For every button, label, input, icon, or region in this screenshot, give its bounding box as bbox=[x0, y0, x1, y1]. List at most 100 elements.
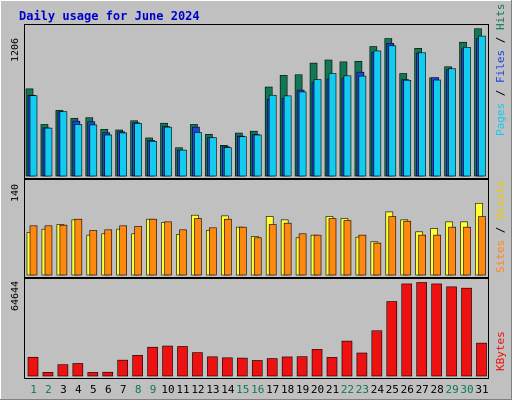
sites-bar bbox=[29, 225, 38, 276]
pages-bar bbox=[149, 141, 157, 177]
legend-files: Files bbox=[494, 50, 507, 83]
sites-bar bbox=[343, 220, 352, 276]
kbytes-bar bbox=[356, 352, 368, 377]
x-tick-label: 31 bbox=[475, 383, 488, 396]
x-tick-label: 16 bbox=[251, 383, 264, 396]
pages-bar bbox=[224, 147, 232, 177]
x-tick-label: 18 bbox=[281, 383, 294, 396]
x-tick-label: 7 bbox=[120, 383, 127, 396]
pages-bar bbox=[313, 79, 322, 177]
y-max-label-visits: 140 bbox=[10, 184, 21, 202]
kbytes-bar bbox=[251, 360, 263, 377]
kbytes-bar bbox=[401, 283, 413, 377]
kbytes-bar bbox=[281, 356, 293, 377]
kbytes-bar bbox=[461, 287, 472, 377]
sites-bar bbox=[253, 237, 262, 276]
legend-pages: Pages bbox=[494, 103, 507, 136]
pages-bar bbox=[358, 75, 367, 177]
x-tick-label: 12 bbox=[191, 383, 204, 396]
pages-bar bbox=[29, 95, 38, 177]
kbytes-bar bbox=[311, 349, 323, 377]
sites-bar bbox=[224, 218, 232, 276]
x-tick-label: 30 bbox=[460, 383, 473, 396]
sites-bar bbox=[209, 227, 217, 276]
pages-bar bbox=[388, 45, 397, 177]
pages-bar bbox=[448, 68, 456, 177]
sites-bar bbox=[283, 222, 292, 276]
x-tick-label: 3 bbox=[60, 383, 67, 396]
sites-bar bbox=[74, 218, 83, 276]
sites-bar bbox=[388, 216, 397, 276]
kbytes-panel-bars bbox=[27, 282, 487, 377]
kbytes-bar bbox=[72, 363, 84, 377]
pages-bar bbox=[44, 127, 53, 177]
x-tick-label: 2 bbox=[45, 383, 52, 396]
sites-bar bbox=[194, 218, 202, 276]
hits-panel-bars bbox=[25, 28, 486, 177]
legend-hits-panel: Pages / Files / Hits bbox=[494, 4, 507, 137]
pages-bar bbox=[119, 132, 127, 177]
pages-bar bbox=[194, 132, 202, 177]
x-tick-label: 27 bbox=[416, 383, 429, 396]
kbytes-bar bbox=[57, 364, 69, 377]
kbytes-bar bbox=[386, 301, 398, 377]
x-tick-label: 25 bbox=[386, 383, 399, 396]
legend-kbytes-panel: KBytes bbox=[494, 331, 507, 371]
legend-sites: Sites bbox=[494, 240, 507, 273]
sites-bar bbox=[104, 229, 113, 276]
pages-bar bbox=[343, 75, 352, 177]
sites-bar bbox=[119, 225, 127, 276]
sites-bar bbox=[433, 234, 441, 276]
sites-bar bbox=[313, 234, 322, 276]
legend-separator: / bbox=[494, 220, 507, 240]
pages-bar bbox=[239, 136, 247, 177]
sites-bar bbox=[328, 218, 337, 276]
kbytes-bar bbox=[237, 357, 248, 377]
x-tick-label: 29 bbox=[445, 383, 458, 396]
kbytes-bar bbox=[147, 346, 158, 377]
x-tick-label: 24 bbox=[371, 383, 385, 396]
x-tick-label: 1 bbox=[30, 383, 37, 396]
kbytes-bar bbox=[222, 357, 233, 377]
sites-bar bbox=[463, 226, 471, 276]
x-tick-label: 13 bbox=[206, 383, 219, 396]
pages-bar bbox=[418, 52, 427, 177]
pages-bar bbox=[253, 134, 262, 177]
kbytes-bar bbox=[341, 340, 353, 377]
x-axis-labels: 1 2 3 4 5 6 7 8 9 10 11 12 13 14 15 16 17 18 19 20 21 22 23 24 2… bbox=[30, 383, 488, 396]
sites-bar bbox=[403, 220, 412, 276]
sites-bar bbox=[268, 224, 277, 276]
kbytes-bar bbox=[177, 346, 188, 377]
kbytes-bar bbox=[371, 330, 383, 377]
pages-bar bbox=[328, 73, 337, 177]
x-tick-label: 9 bbox=[150, 383, 157, 396]
panel-visits-frame bbox=[24, 179, 489, 278]
x-tick-label: 21 bbox=[326, 383, 339, 396]
x-tick-label: 10 bbox=[161, 383, 174, 396]
x-tick-label: 20 bbox=[311, 383, 324, 396]
kbytes-bar bbox=[266, 358, 278, 377]
kbytes-bar bbox=[117, 359, 128, 377]
legend-visits-panel: Sites / Visits bbox=[494, 180, 507, 273]
x-tick-label: 11 bbox=[176, 383, 189, 396]
x-tick-label: 22 bbox=[341, 383, 354, 396]
sites-bar bbox=[448, 226, 456, 276]
panel-hits-frame bbox=[24, 24, 489, 179]
kbytes-bar bbox=[162, 345, 173, 377]
pages-bar bbox=[373, 50, 382, 177]
x-tick-label: 6 bbox=[105, 383, 112, 396]
pages-bar bbox=[89, 124, 98, 177]
legend-kbytes: KBytes bbox=[494, 331, 507, 371]
x-tick-label: 23 bbox=[356, 383, 369, 396]
pages-bar bbox=[463, 47, 471, 177]
sites-bar bbox=[358, 234, 367, 276]
x-tick-label: 4 bbox=[75, 383, 82, 396]
x-tick-label: 5 bbox=[90, 383, 97, 396]
pages-bar bbox=[104, 134, 113, 177]
kbytes-bar bbox=[446, 286, 457, 377]
legend-separator: / bbox=[494, 30, 507, 50]
pages-bar bbox=[134, 123, 142, 177]
pages-bar bbox=[268, 94, 277, 177]
x-tick-label: 17 bbox=[266, 383, 279, 396]
